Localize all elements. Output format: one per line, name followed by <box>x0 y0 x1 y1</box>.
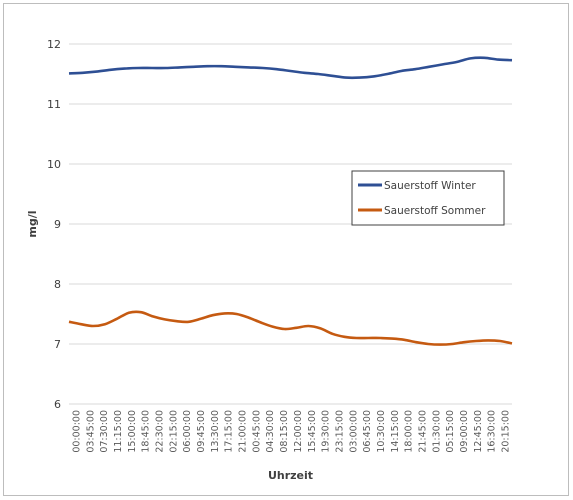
y-tick-label: 7 <box>54 338 61 351</box>
series-line-sommer <box>68 310 513 346</box>
x-tick-label: 09:45:00 <box>196 410 207 453</box>
chart-frame: 6 7 8 9 10 11 12 00:00:00 03:45:00 07:30:00 11:15… <box>3 3 569 496</box>
x-tick-label: 23:15:00 <box>334 410 345 453</box>
y-axis-title: mg/l <box>26 210 39 237</box>
x-tick-label: 19:30:00 <box>321 410 332 453</box>
y-tick-label: 12 <box>47 38 61 51</box>
x-tick-label: 20:15:00 <box>501 410 512 453</box>
x-tick-label: 12:45:00 <box>473 410 484 453</box>
x-tick-label: 06:45:00 <box>362 410 373 453</box>
legend-box <box>351 170 505 226</box>
y-tick-label: 9 <box>54 218 61 231</box>
x-tick-label: 22:30:00 <box>154 410 165 453</box>
x-tick-label: 02:15:00 <box>168 410 179 453</box>
x-tick-label: 00:45:00 <box>251 410 262 453</box>
x-tick-label: 16:30:00 <box>487 410 498 453</box>
x-tick-label: 13:30:00 <box>210 410 221 453</box>
x-tick-label: 07:30:00 <box>99 410 110 453</box>
x-tick-label: 21:00:00 <box>238 410 249 453</box>
y-tick-labels: 6 7 8 9 10 11 12 <box>47 38 61 411</box>
x-tick-label: 06:00:00 <box>182 410 193 453</box>
x-tick-label: 00:00:00 <box>71 410 82 453</box>
x-tick-label: 10:30:00 <box>376 410 387 453</box>
line-chart: 6 7 8 9 10 11 12 00:00:00 03:45:00 07:30:00 11:15… <box>26 38 513 482</box>
x-tick-label: 12:00:00 <box>293 410 304 453</box>
y-tick-label: 8 <box>54 278 61 291</box>
x-tick-label: 08:15:00 <box>279 410 290 453</box>
x-tick-label: 21:45:00 <box>418 410 429 453</box>
x-tick-label: 04:30:00 <box>265 410 276 453</box>
legend: Sauerstoff Winter Sauerstoff Sommer <box>351 170 505 226</box>
y-tick-label: 10 <box>47 158 61 171</box>
x-tick-label: 17:15:00 <box>224 410 235 453</box>
x-tick-label: 18:00:00 <box>404 410 415 453</box>
series-line-winter <box>68 56 513 80</box>
x-tick-label: 11:15:00 <box>113 410 124 453</box>
legend-label-sommer: Sauerstoff Sommer <box>384 205 486 217</box>
x-tick-label: 03:45:00 <box>85 410 96 453</box>
legend-label-winter: Sauerstoff Winter <box>384 180 476 192</box>
x-tick-label: 18:45:00 <box>141 410 152 453</box>
gridlines <box>69 43 512 405</box>
y-tick-label: 6 <box>54 398 61 411</box>
x-tick-labels: 00:00:00 03:45:00 07:30:00 11:15:00 15:00:00… <box>71 410 511 453</box>
x-tick-label: 09:00:00 <box>459 410 470 453</box>
x-tick-label: 15:00:00 <box>127 410 138 453</box>
x-axis-title: Uhrzeit <box>268 469 313 482</box>
series-lines <box>68 56 513 346</box>
x-tick-label: 05:15:00 <box>445 410 456 453</box>
y-tick-label: 11 <box>47 98 61 111</box>
x-tick-label: 15:45:00 <box>307 410 318 453</box>
x-tick-label: 01:30:00 <box>431 410 442 453</box>
x-tick-label: 14:15:00 <box>390 410 401 453</box>
x-tick-label: 03:00:00 <box>348 410 359 453</box>
